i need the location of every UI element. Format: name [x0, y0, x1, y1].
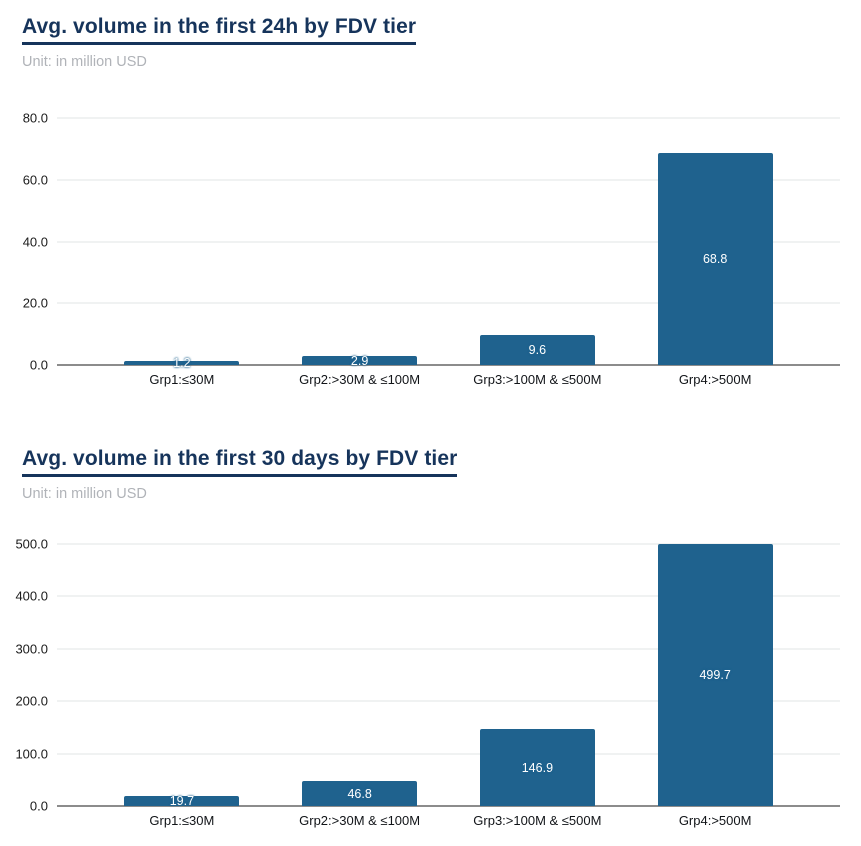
bar-value-label: 2.9 [350, 353, 369, 368]
bar-slot: 2.9 [271, 118, 449, 368]
bar-slot: 499.7 [626, 544, 804, 806]
x-axis-labels-30d: Grp1:≤30M Grp2:>30M & ≤100M Grp3:>100M & ≤… [57, 813, 840, 828]
x-category-label: Grp4:>500M [678, 372, 752, 387]
y-tick-label: 300.0 [15, 641, 48, 657]
bar: 499.7 [657, 544, 773, 806]
gridline [57, 543, 840, 545]
y-tick-label: 0.0 [29, 798, 48, 814]
chart-title-row: Avg. volume in the first 30 days by FDV … [22, 447, 861, 477]
chart-title-row: Avg. volume in the first 24h by FDV tier [22, 15, 861, 45]
bar: 2.9 [302, 353, 418, 368]
x-category-label: Grp1:≤30M [149, 813, 215, 828]
bar: 46.8 [302, 781, 418, 806]
bars-row: 19.7 46.8 146.9 499.7 [57, 544, 840, 808]
chart-title-24h: Avg. volume in the first 24h by FDV tier [22, 15, 417, 45]
gridline [57, 117, 840, 119]
gridline [57, 648, 840, 650]
bar-slot: 1.2 [93, 118, 271, 370]
chart-section-24h: Avg. volume in the first 24h by FDV tier… [0, 0, 861, 387]
gridline [57, 700, 840, 702]
x-axis-line [57, 364, 840, 366]
bar-value-label: 46.8 [347, 786, 372, 801]
y-tick-label: 100.0 [15, 746, 48, 762]
x-category-label: Grp4:>500M [678, 813, 752, 828]
chart-subtitle-30d: Unit: in million USD [22, 486, 147, 502]
bar-value-label: 9.6 [528, 343, 547, 358]
x-category-label: Grp3:>100M & ≤500M [473, 372, 602, 387]
bar-slot: 146.9 [449, 544, 627, 806]
y-tick-label: 200.0 [15, 693, 48, 709]
y-tick-label: 500.0 [15, 536, 48, 552]
bar: 146.9 [479, 729, 595, 806]
bar-slot: 68.8 [626, 118, 804, 365]
x-axis-line [57, 805, 840, 807]
bar-value-label: 19.7 [169, 793, 195, 808]
plot-area-30d: 0.0 100.0 200.0 300.0 400.0 500.0 19.7 46.8 146.… [15, 537, 840, 814]
gridline [57, 753, 840, 755]
bar-value-label: 499.7 [699, 668, 731, 683]
gridline [57, 179, 840, 181]
y-tick-label: 80.0 [22, 110, 48, 126]
chart-section-30d: Avg. volume in the first 30 days by FDV … [0, 447, 861, 828]
bar: 19.7 [124, 793, 240, 808]
chart-title-30d: Avg. volume in the first 30 days by FDV … [22, 447, 458, 477]
y-tick-label: 0.0 [29, 357, 48, 373]
bar-value-label: 68.8 [702, 251, 728, 266]
x-category-label: Grp1:≤30M [149, 372, 215, 387]
bar: 68.8 [657, 152, 773, 365]
y-tick-label: 60.0 [22, 172, 48, 188]
gridline [57, 241, 840, 242]
bar-slot: 19.7 [93, 544, 271, 808]
y-tick-label: 400.0 [15, 588, 48, 604]
plot-area-24h: 0.0 20.0 40.0 60.0 80.0 1.2 2.9 9.6 68.8 [23, 111, 840, 373]
y-tick-label: 20.0 [22, 295, 48, 311]
x-axis-labels-24h: Grp1:≤30M Grp2:>30M & ≤100M Grp3:>100M & ≤… [57, 372, 840, 387]
x-category-label: Grp2:>30M & ≤100M [299, 372, 421, 387]
bar-value-label: 146.9 [521, 760, 554, 775]
bars-row: 1.2 2.9 9.6 68.8 [57, 118, 840, 370]
bar: 1.2 [124, 356, 240, 370]
x-category-label: Grp3:>100M & ≤500M [473, 813, 602, 828]
bar-slot: 9.6 [449, 118, 627, 365]
bar-slot: 46.8 [271, 544, 449, 806]
y-tick-label: 40.0 [22, 234, 48, 249]
bar: 9.6 [479, 335, 595, 365]
bar-value-label: 1.2 [173, 356, 191, 371]
chart-subtitle-24h: Unit: in million USD [22, 54, 147, 70]
gridline [57, 595, 840, 597]
gridline [57, 302, 840, 304]
x-category-label: Grp2:>30M & ≤100M [299, 813, 421, 828]
